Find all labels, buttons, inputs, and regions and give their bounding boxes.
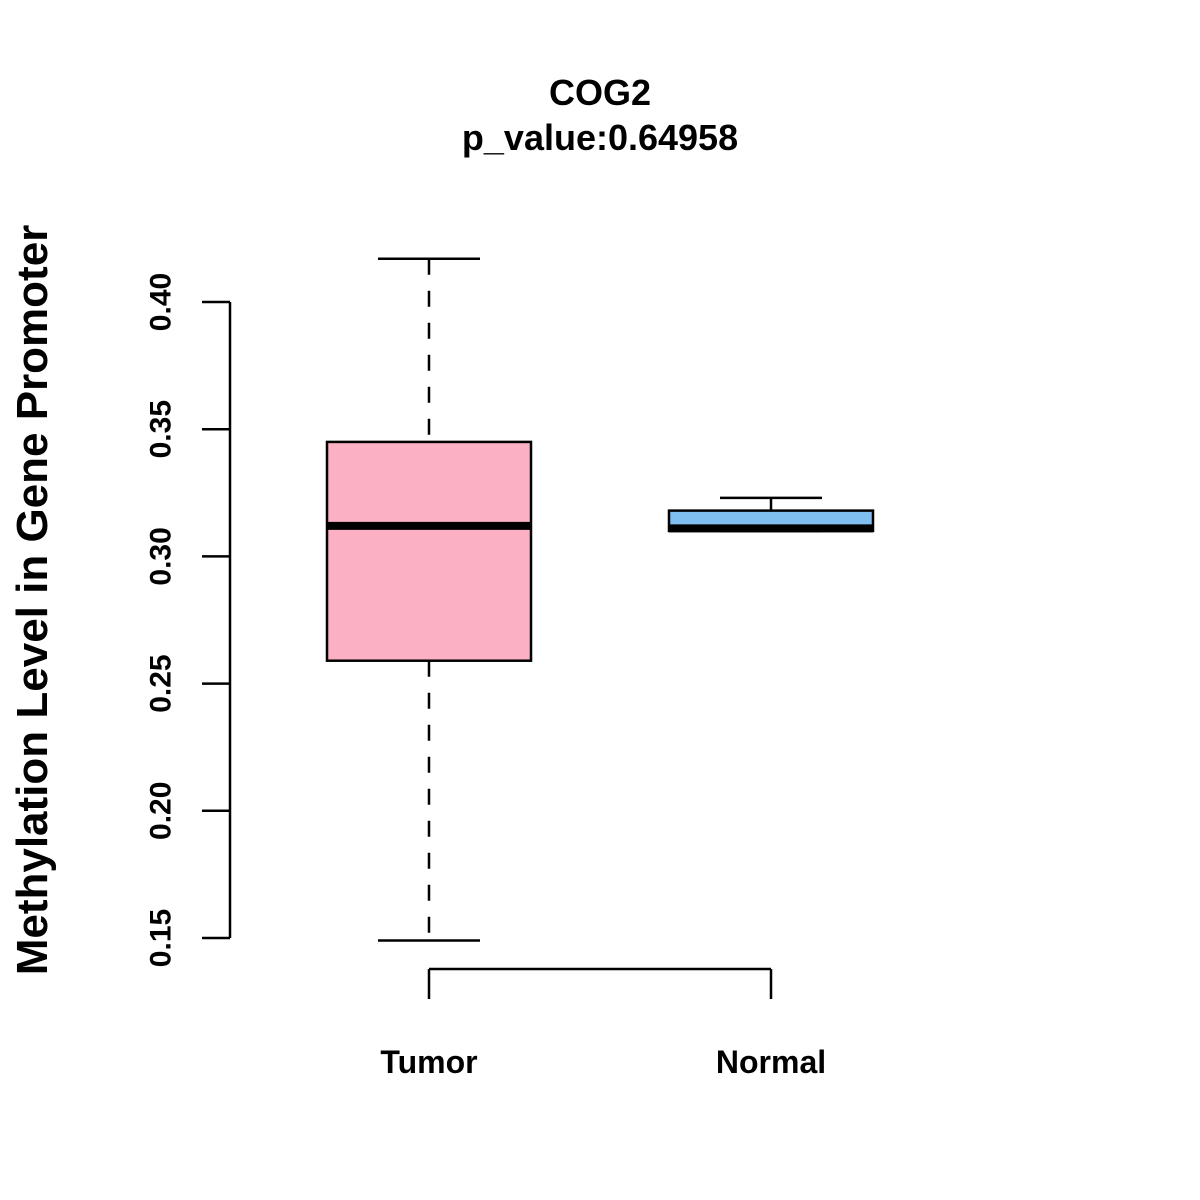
y-axis-label: Methylation Level in Gene Promoter — [8, 225, 57, 976]
y-tick-label: 0.20 — [145, 782, 178, 840]
y-tick-label: 0.25 — [145, 654, 178, 712]
x-category-label: Normal — [716, 1044, 826, 1080]
box-tumor — [325, 440, 533, 662]
x-category-label: Tumor — [380, 1044, 477, 1080]
chart-subtitle: p_value:0.64958 — [462, 117, 738, 158]
y-tick-label: 0.35 — [145, 400, 178, 458]
plot-area: 0.15 0.20 0.25 0.30 0.35 0.40 Tumor Normal — [145, 257, 875, 1080]
y-tick-label: 0.30 — [145, 527, 178, 585]
y-tick-label: 0.40 — [145, 273, 178, 331]
y-tick-label: 0.15 — [145, 909, 178, 967]
chart-title: COG2 — [549, 72, 651, 113]
